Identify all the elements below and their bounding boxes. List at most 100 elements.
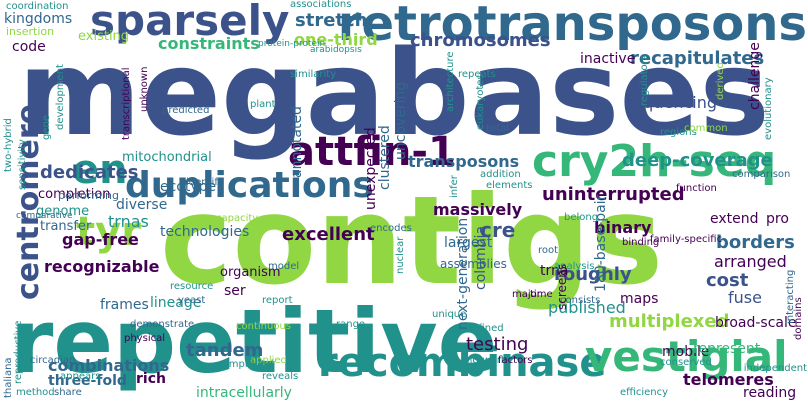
word-predicted: eukaryotes xyxy=(475,74,486,130)
word-180-base-pair: 180-base-pair xyxy=(593,194,609,292)
word-plant: architecture xyxy=(445,51,456,112)
word-testing: organism xyxy=(220,265,281,280)
word-encodes: encodes xyxy=(370,223,412,234)
word-uncovering: uncovering xyxy=(393,81,409,160)
word-stretch: stretch xyxy=(295,10,368,31)
word-chromosomes: chromosomes xyxy=(410,30,551,51)
word-vestigial: vestigial xyxy=(585,332,788,381)
word-independent: domains xyxy=(793,297,804,340)
word-cost: cost xyxy=(706,270,749,291)
word-recognizable: recognizable xyxy=(44,257,160,276)
word-largest: largest xyxy=(444,235,493,251)
word-analysis: analysis xyxy=(554,261,595,272)
word-roughly: roughly xyxy=(554,264,632,285)
word-massively: massively xyxy=(433,200,523,219)
word-major: major xyxy=(512,289,541,300)
word-centromere: centromere xyxy=(11,104,46,300)
word-model: report xyxy=(262,295,293,306)
word-demonstrate: physical xyxy=(124,333,165,344)
word-completion: repeats xyxy=(458,69,496,80)
word-duplications: duplications xyxy=(125,165,374,206)
word-borders: borders xyxy=(716,232,795,253)
word-gap-free: gap-free xyxy=(62,230,139,249)
word-frames: frames xyxy=(100,297,149,313)
word-en: en xyxy=(72,147,128,193)
word-intracellularly: intracellularly xyxy=(196,385,292,401)
word-pro: pro xyxy=(766,211,789,227)
word-represent: represent xyxy=(693,341,761,357)
word-attfin-1: attfin-1 xyxy=(288,129,456,175)
word-architecture: evolutionary xyxy=(763,77,774,140)
word-continuous: demonstrate xyxy=(130,319,195,330)
word-next-generation: next-generation xyxy=(455,217,471,330)
word-mobile: mobile xyxy=(662,344,710,360)
word-rich: rich xyxy=(136,371,166,387)
word-arabidopsis: sensitivity xyxy=(17,139,28,190)
word-fuse: fuse xyxy=(728,288,762,307)
word-contigs: contigs xyxy=(160,170,664,312)
word-challenge: challenge xyxy=(747,42,763,110)
word-excellent: excellent xyxy=(282,224,375,245)
word-maps: nuclear xyxy=(395,236,406,274)
word-regulators: comparison xyxy=(732,169,791,180)
word-cre: cre xyxy=(480,218,516,242)
word-belong: belong xyxy=(564,212,599,223)
word-combinations: combinations xyxy=(48,356,170,375)
word-existing: existing xyxy=(78,29,130,44)
word-recapitulates: recapitulates xyxy=(630,48,765,69)
word-method: share xyxy=(54,387,82,398)
word-sparsely: sparsely xyxy=(90,0,290,45)
word-mitochondrial: mitochondrial xyxy=(122,150,212,165)
word-ser: completion xyxy=(38,187,111,202)
word-arranged: arranged xyxy=(714,252,787,271)
word-tyr: tyr xyxy=(76,209,141,255)
word-appears: circadian xyxy=(30,355,76,366)
word-mb: testing xyxy=(466,334,529,355)
word-similarity: plant xyxy=(250,99,276,110)
word-consists: consists xyxy=(560,295,601,306)
word-comparison: conserved xyxy=(660,357,712,368)
word-addition: addition xyxy=(480,169,521,180)
word-published: published xyxy=(548,298,626,317)
word-three-fold: three-fold xyxy=(48,373,127,389)
word-derived: efficiency xyxy=(620,387,669,398)
word-organism: performing xyxy=(58,189,119,202)
word-trna: ser xyxy=(224,283,246,299)
word-assemblies: screens xyxy=(555,263,569,310)
word-factors: factors xyxy=(498,355,533,366)
word-lineage: lineage xyxy=(150,295,202,311)
word-transcriptional: arabidopsis xyxy=(310,45,362,55)
word-conserved: independent xyxy=(743,363,807,374)
word-uninterrupted: uninterrupted xyxy=(542,184,685,205)
word-tandem: tandem xyxy=(186,340,264,361)
word-gene: comparative xyxy=(16,211,73,221)
word-transposons: transposons xyxy=(408,152,520,171)
word-improved: continuous xyxy=(236,321,291,332)
word-unique: unique xyxy=(432,309,467,320)
word-associations: associations xyxy=(290,0,352,10)
word-sequencing: sequencing xyxy=(625,93,717,112)
word-development: protein-protein xyxy=(258,39,326,49)
word-repeats: predicted xyxy=(162,105,210,116)
word-identify: identify xyxy=(186,177,224,188)
word-megabases: megabases xyxy=(18,24,770,162)
word-constraints: constraints xyxy=(158,34,260,53)
word-interacting: reproductive xyxy=(13,320,24,384)
word-share: appears xyxy=(60,371,101,382)
word-defined: defined xyxy=(466,323,504,334)
word-masse: trna xyxy=(540,263,569,279)
word-kingdoms: kingdoms xyxy=(4,11,73,27)
word-nuclear: regions xyxy=(660,127,697,138)
word-multiplexed: multiplexed xyxy=(609,311,730,332)
word-deep-coverage: deep-coverage xyxy=(622,150,773,171)
word-sensitivity: gene xyxy=(41,115,52,140)
word-physical: resource xyxy=(170,281,214,292)
word-common: common xyxy=(684,123,728,134)
word-code: code xyxy=(12,39,46,55)
word-capacity: capacity xyxy=(216,213,259,224)
word-reproductive: unknown xyxy=(139,66,150,112)
word-expands: assemblies xyxy=(440,257,507,271)
word-broad-scale: broad-scale xyxy=(715,315,797,331)
word-range: range xyxy=(336,319,366,330)
word-columbia: columbia xyxy=(473,225,489,290)
